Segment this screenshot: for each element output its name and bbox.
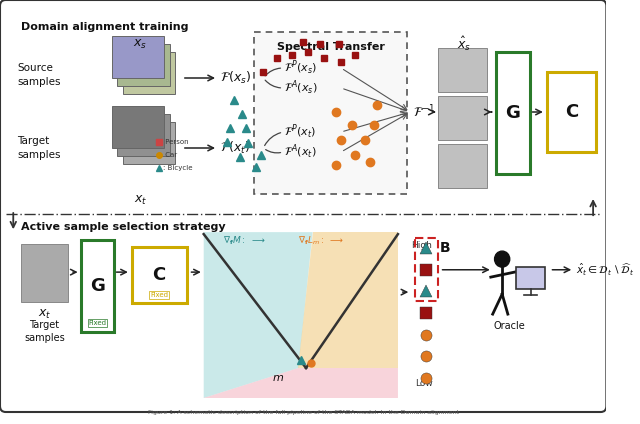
Text: Spectral Transfer: Spectral Transfer	[276, 42, 385, 52]
Text: $\mathcal{F}(x_s)$: $\mathcal{F}(x_s)$	[220, 70, 251, 86]
Polygon shape	[298, 232, 398, 368]
Text: $x_s$: $x_s$	[133, 38, 147, 51]
Text: G: G	[505, 104, 520, 122]
Text: $\mathcal{F}(x_t)$: $\mathcal{F}(x_t)$	[220, 140, 250, 156]
Text: Active sample selection strategy: Active sample selection strategy	[21, 222, 225, 232]
FancyBboxPatch shape	[495, 52, 530, 174]
Text: High: High	[411, 241, 432, 250]
FancyBboxPatch shape	[516, 267, 545, 289]
Text: Target
samples: Target samples	[24, 320, 65, 343]
Text: $\mathcal{F}^P(x_s)$: $\mathcal{F}^P(x_s)$	[284, 59, 317, 77]
Text: Low: Low	[415, 379, 433, 388]
Polygon shape	[204, 368, 398, 398]
Text: Figure 1: A schematic description of the full pipeline of the STADA model. In th: Figure 1: A schematic description of the…	[148, 410, 459, 415]
Text: B: B	[440, 241, 451, 255]
FancyBboxPatch shape	[547, 72, 596, 152]
Text: $x_t$: $x_t$	[38, 308, 51, 321]
Text: Fixed: Fixed	[88, 320, 107, 326]
Text: $\hat{x}_t \in \mathcal{D}_t \setminus \widehat{\mathcal{D}}_t$: $\hat{x}_t \in \mathcal{D}_t \setminus \…	[576, 262, 634, 278]
Circle shape	[495, 251, 509, 267]
Text: $\mathcal{F}^A(x_t)$: $\mathcal{F}^A(x_t)$	[284, 143, 317, 161]
FancyBboxPatch shape	[123, 52, 175, 94]
Text: $\nabla_\mathbf{f}L_m:\ \longrightarrow$: $\nabla_\mathbf{f}L_m:\ \longrightarrow$	[298, 234, 345, 247]
Polygon shape	[204, 232, 313, 398]
Text: C: C	[564, 103, 578, 121]
Text: Domain alignment training: Domain alignment training	[21, 22, 188, 32]
FancyBboxPatch shape	[21, 244, 68, 302]
Text: $\mathcal{F}^{-1}$: $\mathcal{F}^{-1}$	[413, 104, 435, 120]
Text: Person: Person	[163, 139, 189, 145]
FancyBboxPatch shape	[438, 144, 487, 188]
FancyBboxPatch shape	[112, 36, 164, 78]
FancyBboxPatch shape	[254, 32, 408, 194]
FancyBboxPatch shape	[112, 106, 164, 148]
Text: G: G	[90, 277, 105, 295]
Text: $\hat{x}_s$: $\hat{x}_s$	[457, 35, 472, 53]
Text: Fixed: Fixed	[150, 292, 168, 298]
FancyBboxPatch shape	[132, 247, 187, 303]
Text: $x_t$: $x_t$	[134, 194, 147, 207]
FancyBboxPatch shape	[118, 44, 170, 86]
Text: Source
samples: Source samples	[17, 64, 61, 86]
Text: $\mathcal{F}^A(x_s)$: $\mathcal{F}^A(x_s)$	[284, 79, 318, 97]
FancyBboxPatch shape	[0, 0, 606, 412]
FancyBboxPatch shape	[81, 240, 114, 332]
Text: Oracle: Oracle	[494, 321, 525, 331]
FancyBboxPatch shape	[123, 122, 175, 164]
FancyBboxPatch shape	[438, 96, 487, 140]
FancyBboxPatch shape	[438, 48, 487, 92]
Text: $\mathcal{F}^P(x_t)$: $\mathcal{F}^P(x_t)$	[284, 123, 316, 141]
Text: C: C	[152, 266, 166, 284]
Text: : Bicycle: : Bicycle	[163, 165, 193, 171]
Text: Car: Car	[163, 152, 177, 158]
Text: $\nabla_\mathbf{f}M:\ \longrightarrow$: $\nabla_\mathbf{f}M:\ \longrightarrow$	[223, 234, 265, 247]
Text: Target
samples: Target samples	[17, 137, 61, 159]
FancyBboxPatch shape	[118, 114, 170, 156]
Text: $m$: $m$	[271, 373, 284, 383]
